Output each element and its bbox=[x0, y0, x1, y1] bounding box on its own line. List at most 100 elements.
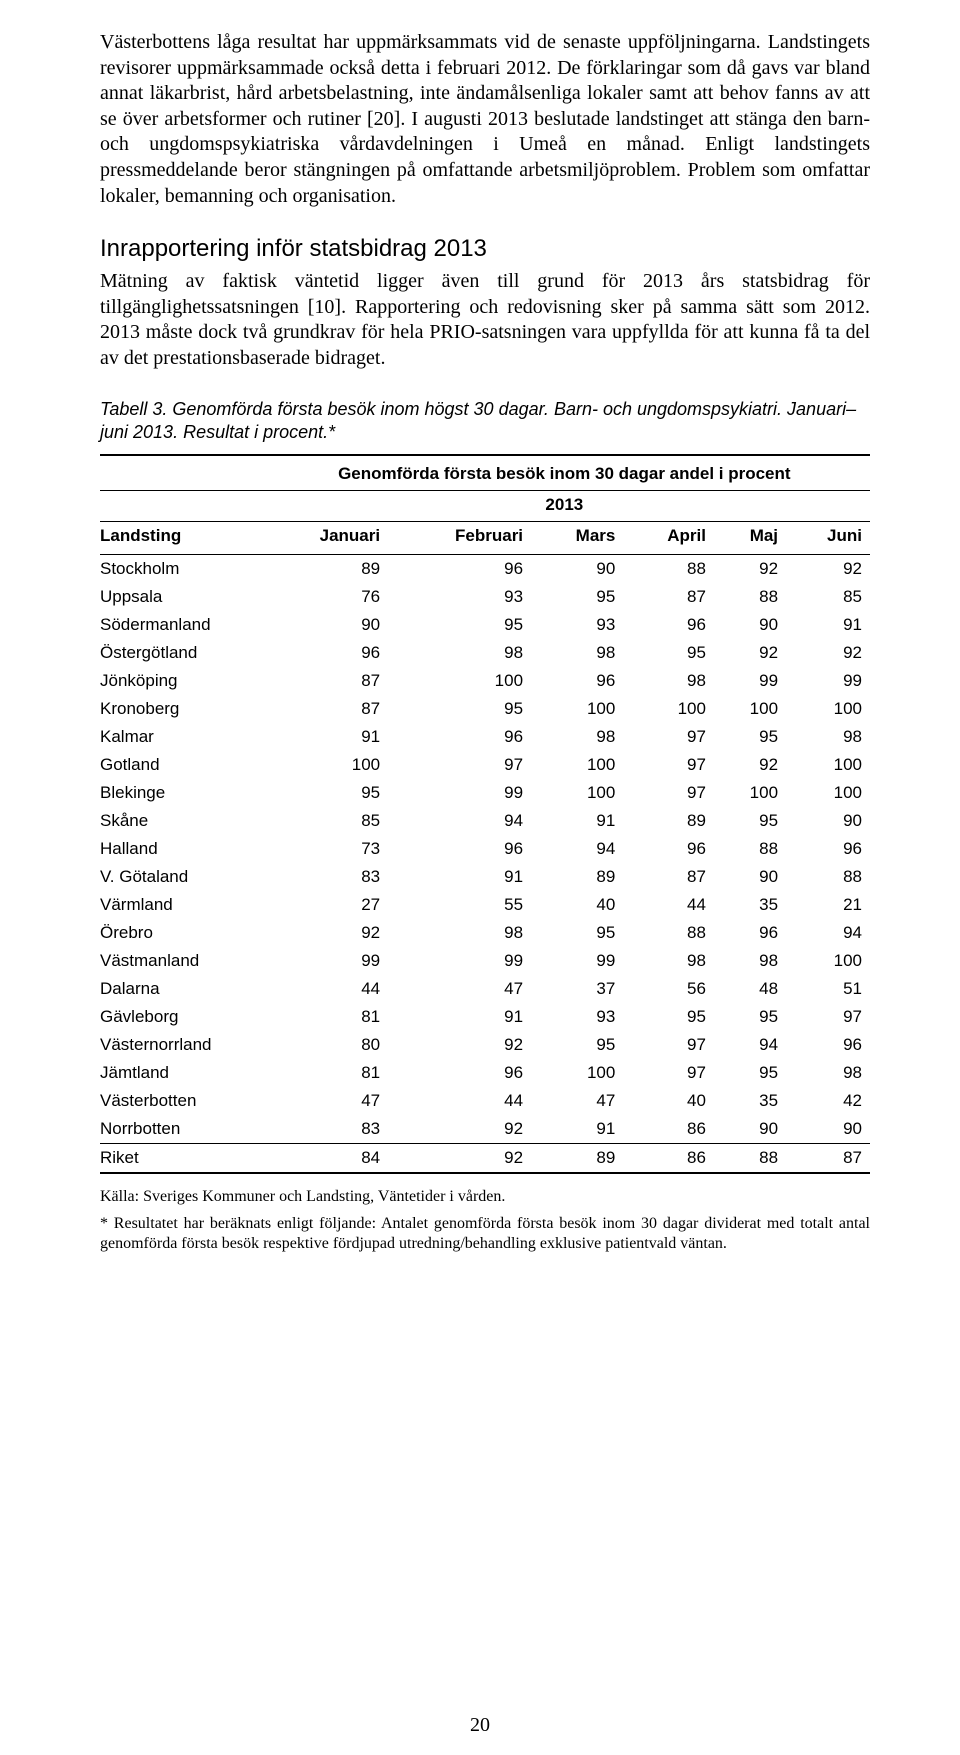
row-name-cell: Södermanland bbox=[100, 611, 259, 639]
row-value-cell: 88 bbox=[623, 555, 714, 584]
row-value-cell: 98 bbox=[388, 639, 531, 667]
table-row: Södermanland909593969091 bbox=[100, 611, 870, 639]
row-value-cell: 92 bbox=[388, 1115, 531, 1144]
row-value-cell: 86 bbox=[623, 1115, 714, 1144]
table-row: Halland739694968896 bbox=[100, 835, 870, 863]
row-value-cell: 27 bbox=[259, 891, 388, 919]
row-value-cell: 48 bbox=[714, 975, 786, 1003]
table-row: Stockholm899690889292 bbox=[100, 555, 870, 584]
row-value-cell: 85 bbox=[786, 583, 870, 611]
table-row: Kronoberg8795100100100100 bbox=[100, 695, 870, 723]
row-value-cell: 87 bbox=[259, 695, 388, 723]
row-value-cell: 98 bbox=[786, 723, 870, 751]
row-value-cell: 95 bbox=[259, 779, 388, 807]
row-value-cell: 92 bbox=[714, 639, 786, 667]
row-value-cell: 42 bbox=[786, 1087, 870, 1115]
row-value-cell: 96 bbox=[786, 835, 870, 863]
row-value-cell: 81 bbox=[259, 1003, 388, 1031]
table-column-header: Januari bbox=[259, 522, 388, 555]
row-value-cell: 47 bbox=[531, 1087, 623, 1115]
row-name-cell: Västerbotten bbox=[100, 1087, 259, 1115]
table-row: Blekinge959910097100100 bbox=[100, 779, 870, 807]
row-value-cell: 99 bbox=[531, 947, 623, 975]
row-value-cell: 98 bbox=[714, 947, 786, 975]
row-name-cell: Skåne bbox=[100, 807, 259, 835]
row-value-cell: 40 bbox=[623, 1087, 714, 1115]
row-value-cell: 100 bbox=[786, 751, 870, 779]
row-value-cell: 92 bbox=[714, 751, 786, 779]
table-column-header: Juni bbox=[786, 522, 870, 555]
row-value-cell: 88 bbox=[623, 919, 714, 947]
row-value-cell: 96 bbox=[531, 667, 623, 695]
table-row: Jämtland8196100979598 bbox=[100, 1059, 870, 1087]
table-column-header: Maj bbox=[714, 522, 786, 555]
data-table: Genomförda första besök inom 30 dagar an… bbox=[100, 454, 870, 1174]
row-value-cell: 90 bbox=[259, 611, 388, 639]
table-row: Västmanland9999999898100 bbox=[100, 947, 870, 975]
table-row: Värmland275540443521 bbox=[100, 891, 870, 919]
table-row: Västernorrland809295979496 bbox=[100, 1031, 870, 1059]
row-value-cell: 97 bbox=[623, 1059, 714, 1087]
table-row: Jönköping8710096989999 bbox=[100, 667, 870, 695]
row-name-cell: Dalarna bbox=[100, 975, 259, 1003]
row-name-cell: Halland bbox=[100, 835, 259, 863]
row-value-cell: 90 bbox=[714, 611, 786, 639]
row-value-cell: 94 bbox=[388, 807, 531, 835]
row-value-cell: 88 bbox=[714, 835, 786, 863]
paragraph-1: Västerbottens låga resultat har uppmärks… bbox=[100, 30, 870, 209]
table-row: Dalarna444737564851 bbox=[100, 975, 870, 1003]
row-value-cell: 98 bbox=[623, 947, 714, 975]
row-value-cell: 96 bbox=[714, 919, 786, 947]
table-row: Kalmar919698979598 bbox=[100, 723, 870, 751]
row-value-cell: 35 bbox=[714, 1087, 786, 1115]
row-value-cell: 95 bbox=[531, 919, 623, 947]
table-row: Östergötland969898959292 bbox=[100, 639, 870, 667]
row-value-cell: 99 bbox=[786, 667, 870, 695]
row-value-cell: 88 bbox=[786, 863, 870, 891]
row-name-cell: Stockholm bbox=[100, 555, 259, 584]
table-footnote: * Resultatet har beräknats enligt följan… bbox=[100, 1214, 870, 1254]
row-value-cell: 89 bbox=[623, 807, 714, 835]
row-value-cell: 98 bbox=[531, 639, 623, 667]
row-value-cell: 95 bbox=[531, 583, 623, 611]
row-name-cell: Uppsala bbox=[100, 583, 259, 611]
row-value-cell: 100 bbox=[531, 751, 623, 779]
table-column-header: Februari bbox=[388, 522, 531, 555]
row-value-cell: 97 bbox=[623, 779, 714, 807]
row-value-cell: 96 bbox=[388, 723, 531, 751]
table-year-header: 2013 bbox=[259, 491, 870, 522]
table-group-header: Genomförda första besök inom 30 dagar an… bbox=[259, 455, 870, 491]
row-value-cell: 100 bbox=[786, 779, 870, 807]
row-value-cell: 89 bbox=[531, 1144, 623, 1174]
row-value-cell: 98 bbox=[786, 1059, 870, 1087]
row-value-cell: 96 bbox=[388, 835, 531, 863]
row-value-cell: 91 bbox=[786, 611, 870, 639]
row-value-cell: 97 bbox=[786, 1003, 870, 1031]
row-value-cell: 97 bbox=[388, 751, 531, 779]
row-value-cell: 100 bbox=[531, 779, 623, 807]
table-row: Västerbotten474447403542 bbox=[100, 1087, 870, 1115]
table-row: Skåne859491899590 bbox=[100, 807, 870, 835]
row-value-cell: 99 bbox=[388, 779, 531, 807]
row-name-cell: Riket bbox=[100, 1144, 259, 1174]
row-value-cell: 97 bbox=[623, 1031, 714, 1059]
table-total-row: Riket849289868887 bbox=[100, 1144, 870, 1174]
row-value-cell: 76 bbox=[259, 583, 388, 611]
row-value-cell: 92 bbox=[259, 919, 388, 947]
row-value-cell: 90 bbox=[714, 1115, 786, 1144]
row-value-cell: 89 bbox=[259, 555, 388, 584]
row-value-cell: 95 bbox=[623, 639, 714, 667]
row-value-cell: 100 bbox=[259, 751, 388, 779]
row-value-cell: 37 bbox=[531, 975, 623, 1003]
row-value-cell: 90 bbox=[786, 1115, 870, 1144]
row-value-cell: 96 bbox=[623, 611, 714, 639]
row-name-cell: Örebro bbox=[100, 919, 259, 947]
row-value-cell: 96 bbox=[388, 555, 531, 584]
table-column-header: Landsting bbox=[100, 522, 259, 555]
table-caption: Tabell 3. Genomförda första besök inom h… bbox=[100, 398, 870, 445]
table-column-header: April bbox=[623, 522, 714, 555]
row-value-cell: 95 bbox=[714, 807, 786, 835]
row-value-cell: 44 bbox=[388, 1087, 531, 1115]
row-name-cell: Värmland bbox=[100, 891, 259, 919]
row-value-cell: 96 bbox=[786, 1031, 870, 1059]
